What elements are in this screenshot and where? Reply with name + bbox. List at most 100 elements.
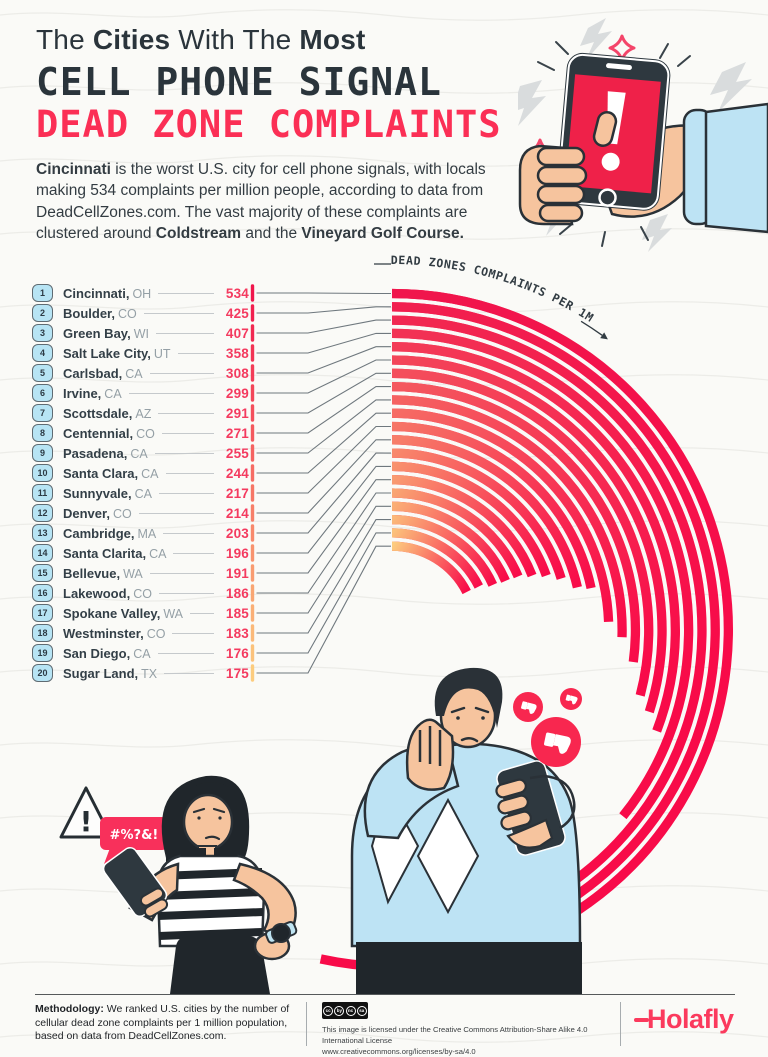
intro-paragraph: Cincinnati is the worst U.S. city for ce… [36, 160, 486, 243]
complaints-value: 299 [225, 385, 249, 401]
license-url[interactable]: www.creativecommons.org/licenses/by-sa/4… [322, 1047, 476, 1056]
arc-bar-gradient [391, 381, 640, 663]
city-label: Denver, CO [63, 506, 132, 521]
complaints-value: 185 [225, 605, 249, 621]
leader-line [158, 592, 214, 594]
arc-bar-gradient [391, 541, 471, 595]
leader-line [157, 652, 214, 654]
woman-hip-arm [232, 862, 298, 961]
city-label: Salt Lake City, UT [63, 346, 171, 361]
rank-badge: 12 [32, 504, 53, 522]
city-label: Sunnyvale, CA [63, 486, 152, 501]
city-label: Sugar Land, TX [63, 666, 157, 681]
arc-bar-gradient [391, 355, 667, 678]
rank-row: 13 Cambridge, MA 203 [32, 523, 249, 543]
state-abbr: WA [123, 566, 143, 581]
leader-line [159, 492, 214, 494]
city-name: Sugar Land, [63, 665, 139, 681]
complaints-value: 534 [225, 285, 249, 301]
complaints-value: 191 [225, 565, 249, 581]
connector-line [256, 412, 391, 474]
rank-row: 19 San Diego, CA 176 [32, 643, 249, 663]
arc-bar-gradient [391, 395, 627, 638]
holafly-logo: Holafly [634, 1004, 734, 1035]
rank-row: 1 Cincinnati, OH 534 [32, 283, 249, 303]
state-abbr: CO [118, 306, 137, 321]
complaints-value: 217 [225, 485, 249, 501]
complaints-value: 291 [225, 405, 249, 421]
warning-triangle-icon: ! [59, 786, 113, 839]
arc-bar-gradient [391, 408, 614, 622]
rank-row: 12 Denver, CO 214 [32, 503, 249, 523]
city-name: San Diego, [63, 645, 131, 661]
leader-line [128, 392, 214, 394]
city-label: Cincinnati, OH [63, 286, 151, 301]
city-label: Westminster, CO [63, 626, 165, 641]
methodology-label: Methodology: [35, 1003, 104, 1015]
state-abbr: CA [134, 486, 153, 501]
city-name: Boulder, [63, 305, 116, 321]
rank-badge: 20 [32, 664, 53, 682]
leader-line [177, 352, 214, 354]
city-name: Santa Clara, [63, 465, 139, 481]
complaints-value: 214 [225, 505, 249, 521]
arc-bar-gradient [391, 368, 654, 676]
arc-bar-gradient [391, 461, 551, 578]
license-text: This image is licensed under the Creativ… [322, 1024, 607, 1057]
connector-line [256, 292, 391, 295]
complaints-value: 183 [225, 625, 249, 641]
city-label: Santa Clara, CA [63, 466, 159, 481]
city-name: Cambridge, [63, 525, 135, 541]
holafly-logo-bar [634, 1018, 649, 1022]
rank-badge: 10 [32, 464, 53, 482]
swearing-speech-bubble: #%?&! [100, 817, 168, 864]
city-name: Westminster, [63, 625, 144, 641]
state-abbr: MA [137, 526, 157, 541]
rank-badge: 15 [32, 564, 53, 582]
man-phone-hand [495, 760, 576, 856]
city-label: Centennial, CO [63, 426, 155, 441]
complaints-value: 271 [225, 425, 249, 441]
city-label: Santa Clarita, CA [63, 546, 166, 561]
leader-line [149, 372, 214, 374]
leader-line [173, 552, 214, 554]
state-abbr: CA [125, 366, 143, 381]
state-abbr: UT [153, 346, 171, 361]
city-name: Spokane Valley, [63, 605, 161, 621]
rank-row: 20 Sugar Land, TX 175 [32, 663, 249, 683]
city-name: Sunnyvale, [63, 485, 132, 501]
city-label: Spokane Valley, WA [63, 606, 183, 621]
city-name: Salt Lake City, [63, 345, 151, 361]
state-abbr: CA [149, 546, 167, 561]
state-abbr: CO [112, 506, 132, 521]
leader-line [189, 612, 214, 614]
rank-badge: 3 [32, 324, 53, 342]
methodology-text: We ranked U.S. cities by the number of c… [35, 1003, 290, 1043]
nc-icon: nc [345, 1005, 356, 1016]
rank-badge: 11 [32, 484, 53, 502]
city-label: Green Bay, WI [63, 326, 149, 341]
rank-badge: 8 [32, 424, 53, 442]
connector-line [256, 425, 391, 494]
rank-row: 2 Boulder, CO 425 [32, 303, 249, 323]
city-name: Green Bay, [63, 325, 131, 341]
city-label: San Diego, CA [63, 646, 151, 661]
city-label: Bellevue, WA [63, 566, 143, 581]
connector-line [256, 505, 391, 614]
rank-badge: 6 [32, 384, 53, 402]
footer-column-divider [620, 1002, 621, 1046]
footer-divider [35, 994, 735, 995]
city-label: Irvine, CA [63, 386, 122, 401]
rank-row: 15 Bellevue, WA 191 [32, 563, 249, 583]
woman-head [161, 775, 250, 864]
city-name: Carlsbad, [63, 365, 123, 381]
warning-exclamation: ! [80, 805, 93, 838]
footer-column-divider [306, 1002, 307, 1046]
rank-badge: 5 [32, 364, 53, 382]
arc-bar-gradient [391, 475, 537, 578]
arc-bar-gradient [391, 488, 523, 579]
complaints-value: 244 [225, 465, 249, 481]
rank-badge: 19 [32, 644, 53, 662]
man-waist-band [356, 942, 582, 994]
